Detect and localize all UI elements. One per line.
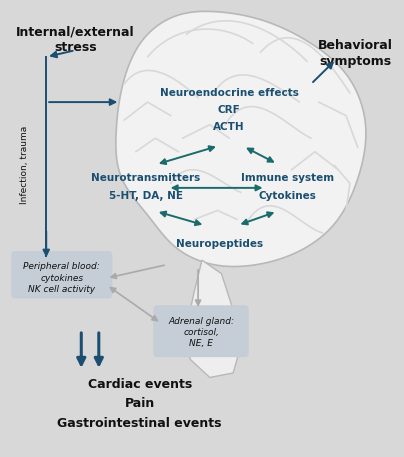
Text: Peripheral blood:: Peripheral blood: [23, 262, 100, 271]
Text: Pain: Pain [124, 397, 155, 410]
Text: Adrenal gland:: Adrenal gland: [168, 317, 234, 325]
Text: Cytokines: Cytokines [259, 191, 317, 201]
Text: ACTH: ACTH [213, 122, 245, 132]
Text: symptoms: symptoms [320, 55, 392, 68]
Polygon shape [116, 11, 366, 266]
Text: 5-HT, DA, NE: 5-HT, DA, NE [109, 191, 183, 201]
Polygon shape [186, 260, 241, 377]
Text: Neurotransmitters: Neurotransmitters [91, 173, 200, 183]
FancyBboxPatch shape [153, 305, 249, 357]
Text: NK cell activity: NK cell activity [28, 285, 95, 294]
Text: Immune system: Immune system [241, 173, 334, 183]
Text: Behavioral: Behavioral [318, 39, 393, 52]
Text: NE, E: NE, E [189, 339, 213, 348]
Text: Cardiac events: Cardiac events [88, 378, 192, 391]
Text: CRF: CRF [218, 105, 241, 115]
Text: Gastrointestinal events: Gastrointestinal events [57, 417, 222, 430]
FancyBboxPatch shape [11, 251, 112, 298]
Text: stress: stress [54, 42, 97, 54]
Text: cortisol,: cortisol, [183, 328, 219, 337]
Text: Neuroendocrine effects: Neuroendocrine effects [160, 88, 299, 98]
Text: Infection, trauma: Infection, trauma [20, 126, 29, 204]
Text: cytokines: cytokines [40, 274, 83, 283]
Text: Neuropeptides: Neuropeptides [176, 239, 263, 250]
Text: Internal/external: Internal/external [16, 26, 135, 39]
